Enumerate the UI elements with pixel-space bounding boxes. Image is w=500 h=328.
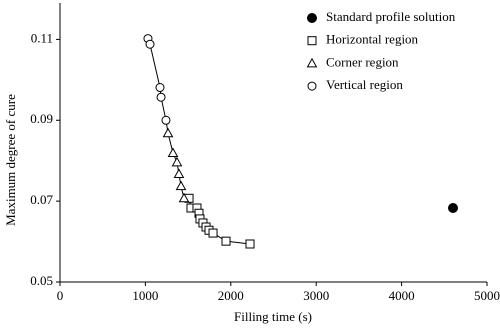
y-tick-label: 0.11 (31, 30, 53, 45)
legend-marker (307, 13, 317, 23)
legend-label: Standard profile solution (326, 9, 456, 24)
triangle-marker (162, 127, 174, 138)
triangle-marker (175, 180, 187, 191)
x-axis-label: Filling time (s) (234, 309, 312, 324)
square-marker (245, 239, 255, 249)
y-tick-label: 0.09 (30, 111, 53, 126)
legend-marker (307, 36, 317, 46)
legend-marker (307, 81, 317, 91)
x-tick-label: 0 (57, 288, 64, 303)
triangle-marker (167, 147, 179, 158)
triangle-marker (178, 192, 190, 203)
x-tick-label: 2000 (218, 288, 244, 303)
y-tick-label: 0.05 (30, 273, 53, 288)
triangle-marker (171, 156, 183, 167)
x-tick-label: 4000 (389, 288, 415, 303)
x-tick-label: 1000 (132, 288, 158, 303)
square-marker (221, 236, 231, 246)
legend-label: Vertical region (326, 77, 403, 92)
circle-marker (156, 92, 166, 102)
circle-marker (145, 39, 155, 49)
filled-circle-marker (448, 203, 459, 214)
circle-marker (161, 115, 171, 125)
triangle-marker (173, 168, 185, 179)
circle-marker (155, 83, 165, 93)
y-axis-label: Maximum degree of cure (3, 94, 18, 226)
x-tick-label: 5000 (474, 288, 500, 303)
legend-label: Horizontal region (326, 32, 419, 47)
x-tick-label: 3000 (303, 288, 329, 303)
square-marker (208, 228, 218, 238)
y-tick-label: 0.07 (30, 192, 53, 207)
legend-marker (306, 57, 318, 68)
region-line (147, 38, 167, 121)
legend-label: Corner region (326, 54, 399, 69)
